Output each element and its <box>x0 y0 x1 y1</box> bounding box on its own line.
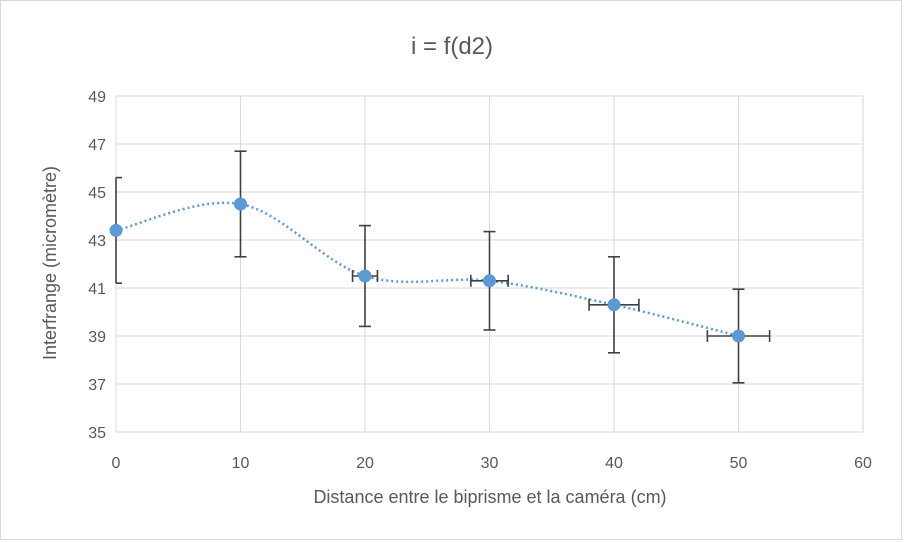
y-axis-title: Interfrange (micromètre) <box>40 166 60 360</box>
x-tick-label: 10 <box>232 455 250 472</box>
y-tick-label: 43 <box>88 233 106 250</box>
data-point <box>732 329 745 343</box>
y-tick-label: 41 <box>88 281 106 298</box>
chart-title: i = f(d2) <box>411 33 493 60</box>
y-tick-label: 39 <box>88 329 106 346</box>
y-tick-label: 37 <box>88 377 106 394</box>
x-tick-label: 0 <box>112 455 121 472</box>
x-tick-label: 30 <box>481 455 499 472</box>
x-axis-title: Distance entre le biprisme et la caméra … <box>313 487 666 507</box>
data-point <box>358 269 372 283</box>
x-tick-label: 40 <box>605 455 623 472</box>
error-bars <box>115 150 771 384</box>
data-point <box>607 298 621 312</box>
x-tick-label: 20 <box>356 455 374 472</box>
data-point <box>234 197 247 211</box>
trendline <box>115 201 739 338</box>
tick-labels: 35 37 39 41 43 45 47 49 0 10 20 30 40 50 60 <box>88 89 872 472</box>
data-point <box>483 274 496 288</box>
y-tick-label: 35 <box>88 425 106 442</box>
x-tick-label: 60 <box>854 455 872 472</box>
x-tick-label: 50 <box>730 455 748 472</box>
y-tick-label: 47 <box>88 137 106 154</box>
y-tick-label: 49 <box>88 89 106 106</box>
data-points <box>109 197 745 343</box>
y-tick-label: 45 <box>88 185 106 202</box>
data-point <box>109 223 123 237</box>
